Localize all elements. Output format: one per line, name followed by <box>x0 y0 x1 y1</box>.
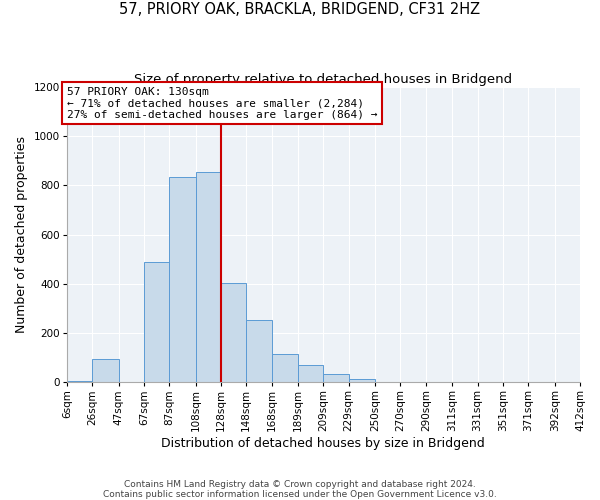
Title: Size of property relative to detached houses in Bridgend: Size of property relative to detached ho… <box>134 72 512 86</box>
X-axis label: Distribution of detached houses by size in Bridgend: Distribution of detached houses by size … <box>161 437 485 450</box>
Text: 57, PRIORY OAK, BRACKLA, BRIDGEND, CF31 2HZ: 57, PRIORY OAK, BRACKLA, BRIDGEND, CF31 … <box>119 2 481 18</box>
Bar <box>323 374 349 382</box>
Text: Contains HM Land Registry data © Crown copyright and database right 2024.
Contai: Contains HM Land Registry data © Crown c… <box>103 480 497 499</box>
Bar <box>67 381 92 382</box>
Bar <box>221 282 246 382</box>
Bar <box>349 378 375 382</box>
Bar <box>196 172 221 382</box>
Bar <box>298 365 323 382</box>
Text: 57 PRIORY OAK: 130sqm
← 71% of detached houses are smaller (2,284)
27% of semi-d: 57 PRIORY OAK: 130sqm ← 71% of detached … <box>67 86 377 120</box>
Y-axis label: Number of detached properties: Number of detached properties <box>15 136 28 333</box>
Bar <box>246 320 272 382</box>
Bar <box>92 359 119 382</box>
Bar <box>272 354 298 382</box>
Bar <box>144 262 169 382</box>
Bar <box>169 176 196 382</box>
